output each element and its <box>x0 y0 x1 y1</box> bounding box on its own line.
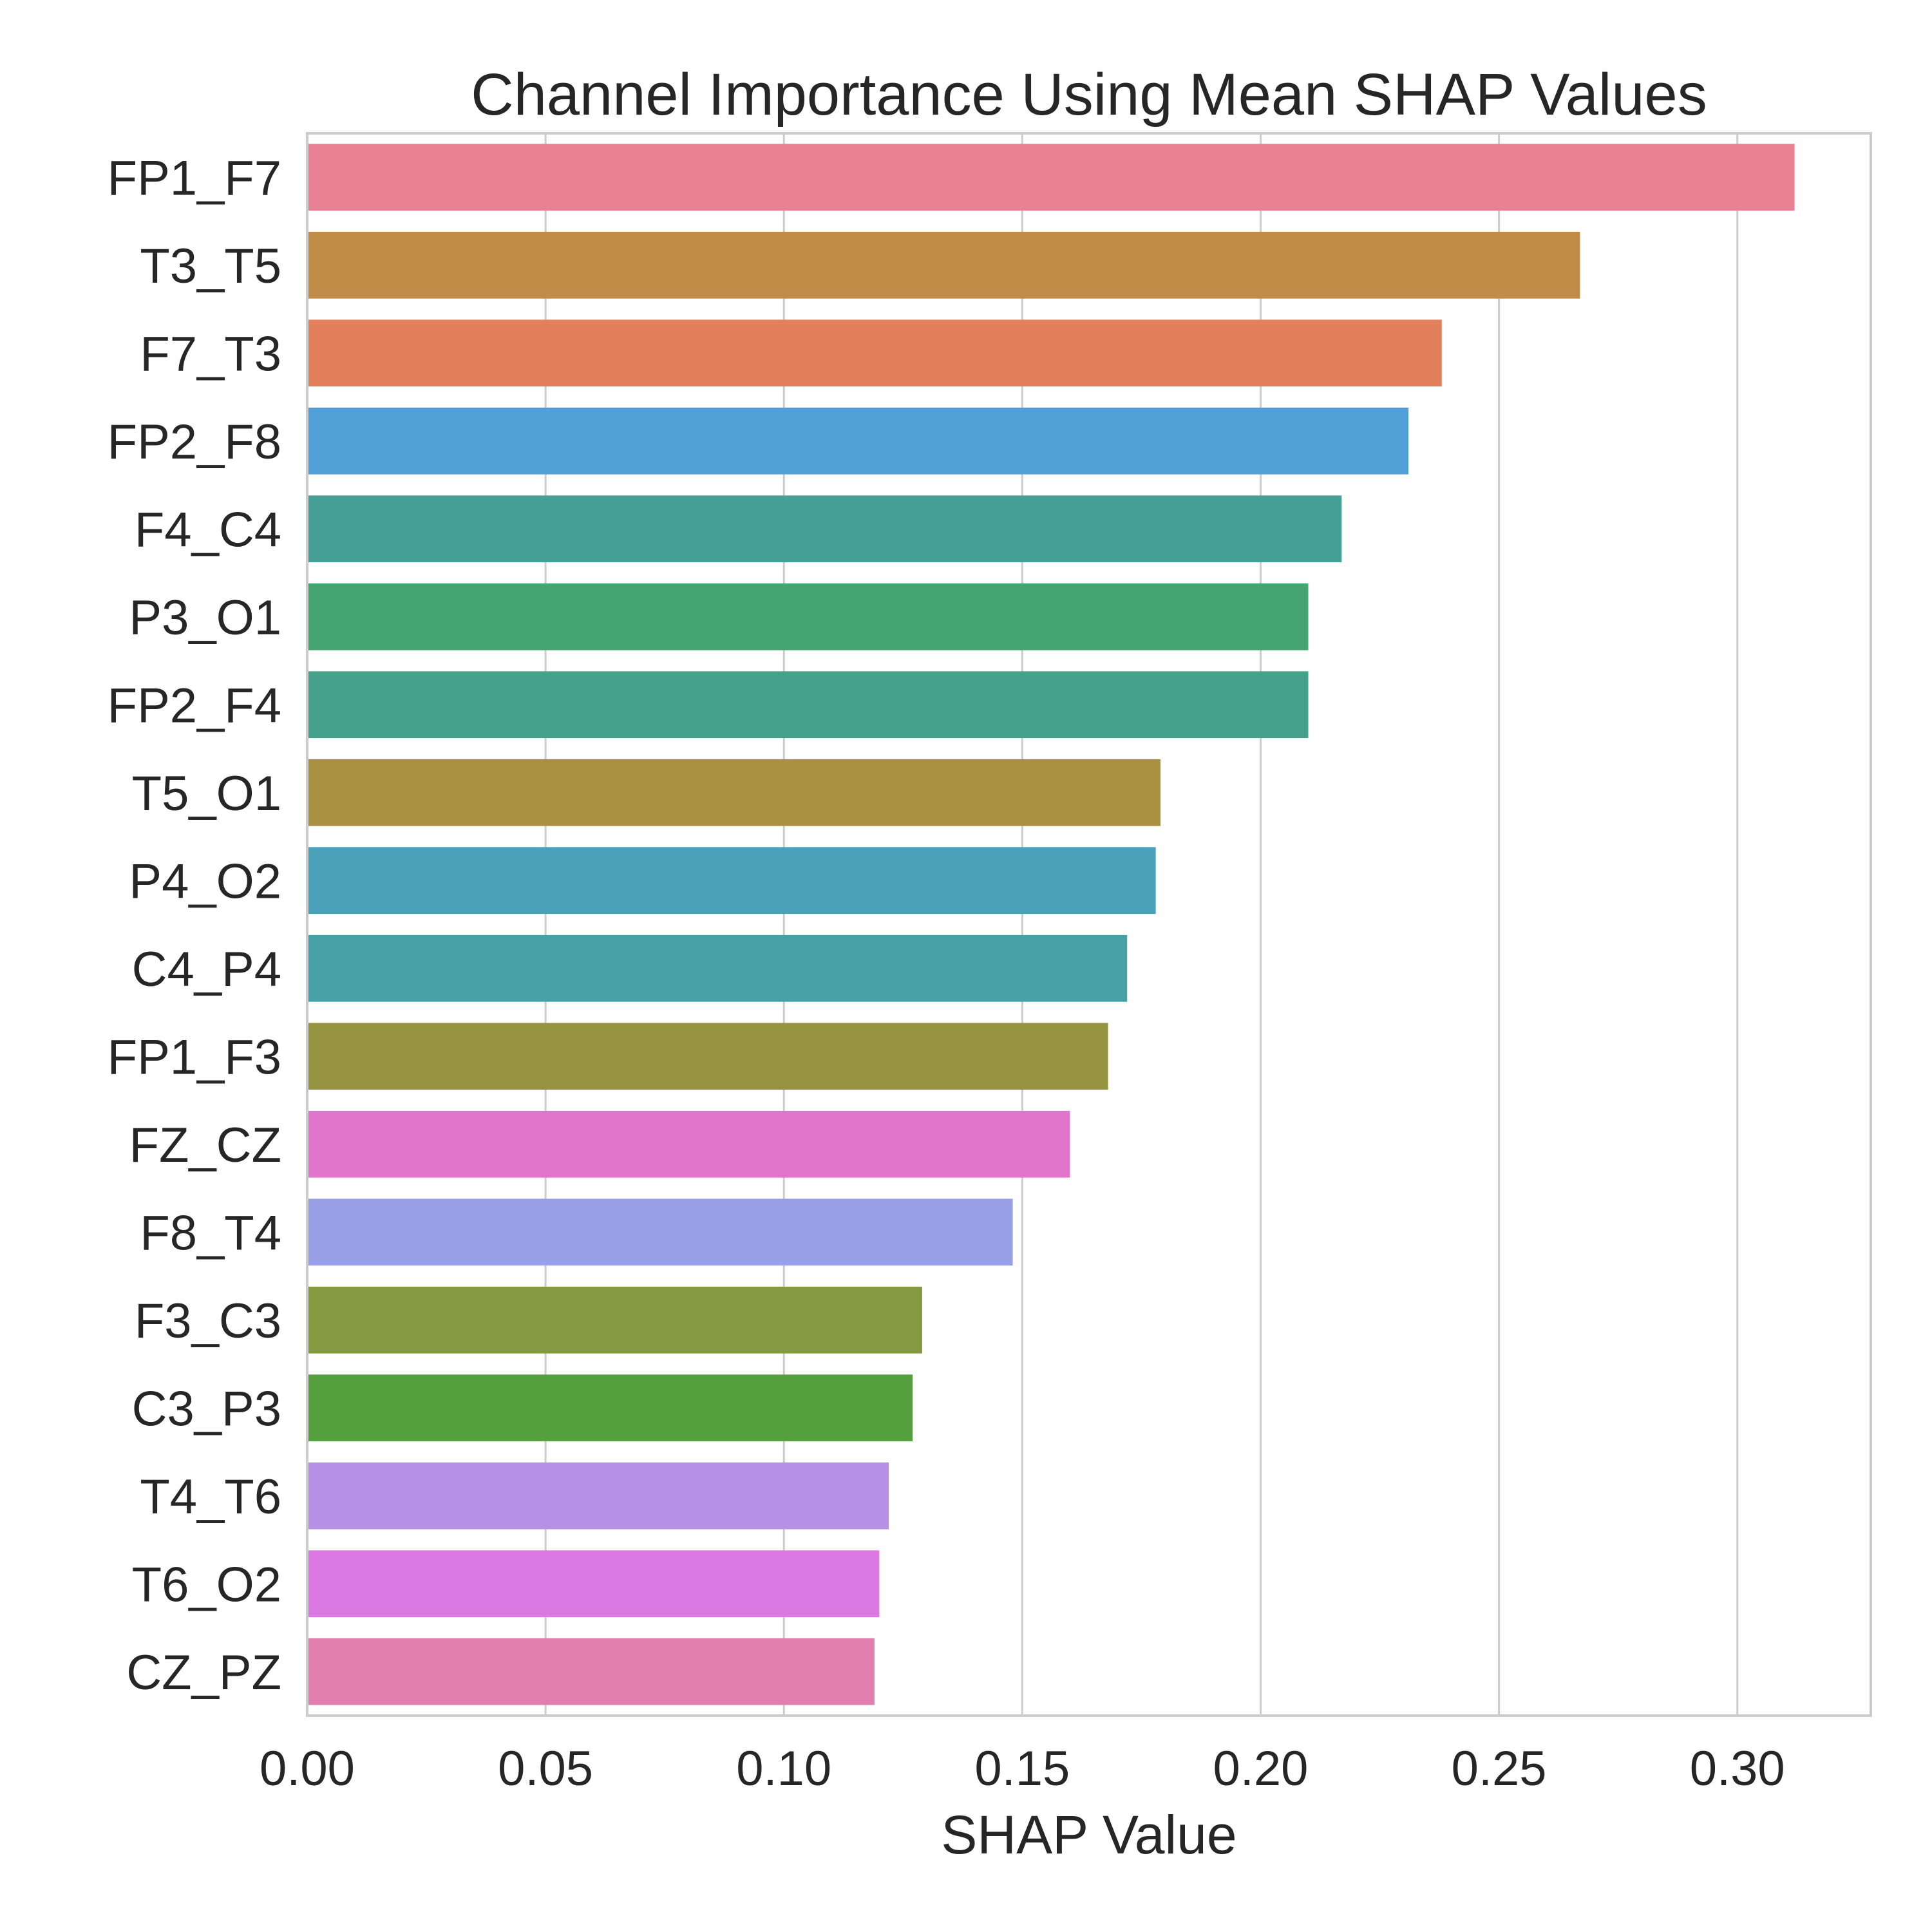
y-tick-label: F3_C3 <box>135 1294 281 1349</box>
x-tick-label: 0.30 <box>1690 1741 1785 1796</box>
bar-c4-p4 <box>307 934 1128 1002</box>
bar-fp1-f3 <box>307 1023 1108 1090</box>
y-tick-label: FP2_F8 <box>108 415 281 469</box>
bar-f4-c4 <box>307 495 1342 563</box>
y-tick-label: CZ_PZ <box>126 1645 281 1700</box>
y-tick-label: T3_T5 <box>140 239 281 294</box>
y-tick-label: FP1_F7 <box>108 151 281 205</box>
y-tick-label: FZ_CZ <box>129 1118 281 1173</box>
bar-f3-c3 <box>307 1286 922 1354</box>
bar-t6-o2 <box>307 1550 880 1618</box>
y-tick-label: F4_C4 <box>135 502 281 557</box>
x-tick-label: 0.05 <box>498 1741 593 1796</box>
plot-frame <box>306 132 1872 1717</box>
y-tick-label: P4_O2 <box>129 854 281 909</box>
bars <box>307 144 1795 1705</box>
y-tick-label: P3_O1 <box>129 591 281 645</box>
x-tick-label: 0.00 <box>260 1741 355 1796</box>
y-tick-labels: FP1_F7 T3_T5 F7_T3 FP2_F8 F4_C4 P3_O1 FP2_F4 T5… <box>108 151 281 1700</box>
chart-title: Channel Importance Using Mean SHAP Value… <box>471 62 1707 128</box>
y-tick-label: C4_P4 <box>132 942 281 997</box>
x-tick-label: 0.10 <box>736 1741 831 1796</box>
y-tick-label: FP1_F3 <box>108 1030 281 1084</box>
bar-fp2-f4 <box>307 671 1309 739</box>
bar-fz-cz <box>307 1110 1070 1178</box>
bar-fp2-f8 <box>307 407 1408 475</box>
bar-t4-t6 <box>307 1462 889 1530</box>
x-tick-labels: 0.00 0.05 0.10 0.15 0.20 0.25 0.30 <box>260 1741 1785 1796</box>
bar-f8-t4 <box>307 1198 1013 1266</box>
bar-fp1-f7 <box>307 144 1795 211</box>
bar-cz-pz <box>307 1638 875 1705</box>
bar-p3-o1 <box>307 583 1309 650</box>
bar-t5-o1 <box>307 759 1161 826</box>
y-tick-label: T5_O1 <box>132 766 281 821</box>
x-tick-label: 0.20 <box>1213 1741 1309 1796</box>
x-tick-label: 0.15 <box>974 1741 1070 1796</box>
y-tick-label: T4_T6 <box>140 1470 281 1524</box>
y-tick-label: F7_T3 <box>140 327 281 381</box>
bar-f7-t3 <box>307 319 1442 387</box>
bar-t3-t5 <box>307 231 1580 299</box>
bar-c3-p3 <box>307 1374 913 1442</box>
x-axis-label: SHAP Value <box>941 1804 1236 1865</box>
x-tick-label: 0.25 <box>1452 1741 1547 1796</box>
bar-p4-o2 <box>307 847 1156 914</box>
grid-lines <box>544 133 1739 1716</box>
y-tick-label: C3_P3 <box>132 1381 281 1436</box>
y-tick-label: F8_T4 <box>140 1206 281 1260</box>
y-tick-label: FP2_F4 <box>108 678 281 733</box>
y-tick-label: T6_O2 <box>132 1557 281 1612</box>
